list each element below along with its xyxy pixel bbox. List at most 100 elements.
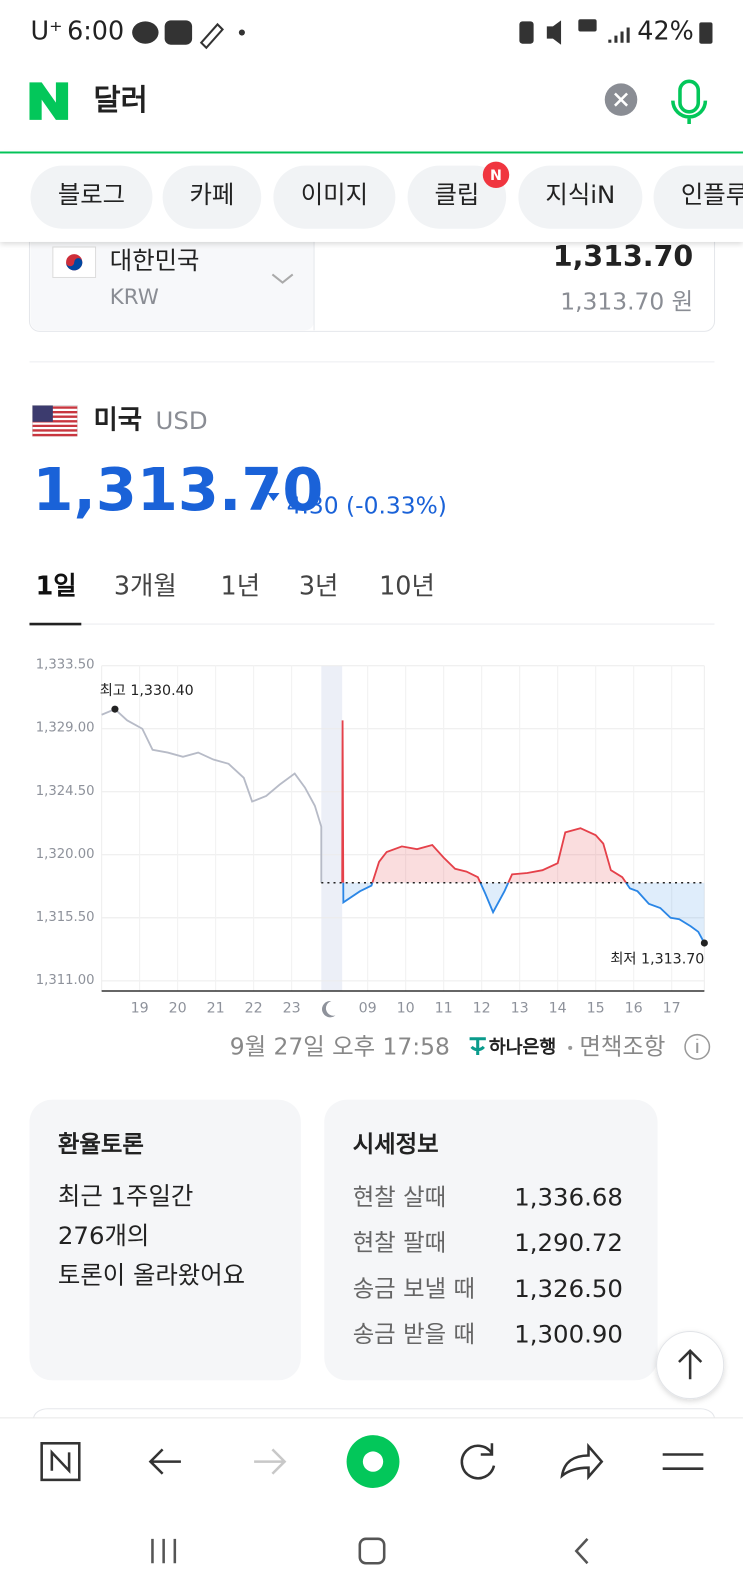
- quote-label: 송금 보낼 때: [353, 1274, 475, 1302]
- discussion-line: 토론이 올라왔어요: [58, 1261, 245, 1290]
- closed-market-band: [321, 665, 343, 991]
- tab-pill[interactable]: [407, 165, 507, 229]
- period-tab[interactable]: 3년: [299, 570, 339, 600]
- home-button[interactable]: [40, 1442, 81, 1482]
- share-button[interactable]: [560, 1442, 604, 1481]
- x-tick-label: 14: [549, 1000, 567, 1016]
- chevron: [271, 273, 294, 284]
- tab-pill[interactable]: [653, 165, 743, 229]
- tab-pill[interactable]: [273, 165, 396, 229]
- clear-button[interactable]: [604, 83, 638, 116]
- y-tick-label: 1,320.00: [36, 847, 95, 862]
- selector-bg[interactable]: [30, 230, 315, 331]
- y-tick-label: 1,324.50: [36, 784, 95, 799]
- tab-pill[interactable]: [518, 165, 643, 229]
- rate: 1,313.70: [33, 455, 324, 524]
- tab-label[interactable]: 블로그: [58, 180, 125, 209]
- discussion-line: 276개의: [58, 1221, 149, 1250]
- period-tab[interactable]: 1년: [221, 570, 261, 600]
- max-dot: [111, 705, 119, 713]
- tab-pill[interactable]: [162, 165, 262, 229]
- line-below: [341, 882, 706, 944]
- tab-label[interactable]: 지식iN: [545, 180, 615, 209]
- clock: 6:00: [67, 16, 124, 46]
- x-tick-label: 11: [435, 1000, 453, 1016]
- quotes-card[interactable]: [324, 1099, 658, 1381]
- area-below: [342, 882, 705, 944]
- x-tick-label: 10: [397, 1000, 415, 1016]
- discussion-title: 환율토론: [58, 1130, 144, 1158]
- chart: 1,311.00 1,315.50 1,320.00 1,324.50 1,329.00…: [36, 658, 708, 1016]
- x-tick-label: 16: [625, 1000, 643, 1016]
- x-tick-label: 23: [283, 1000, 301, 1016]
- period-tab[interactable]: 3개월: [114, 570, 177, 600]
- quote-value: 1,326.50: [514, 1274, 623, 1303]
- min-dot: [700, 939, 708, 947]
- forward-button[interactable]: [254, 1448, 287, 1475]
- area-above: [342, 720, 627, 883]
- x-tick-label: 17: [663, 1000, 681, 1016]
- source-time: 9월 27일 오후 17:58: [230, 1032, 450, 1060]
- discussion-line: 최근 1주일간: [58, 1181, 193, 1210]
- x-tick-label: 20: [169, 1000, 187, 1016]
- voice-button[interactable]: [671, 79, 708, 125]
- y-tick-label: 1,315.50: [36, 910, 95, 925]
- discussion-card[interactable]: [29, 1099, 301, 1381]
- bank: 하나은행: [489, 1037, 556, 1058]
- bank-logo: [469, 1037, 486, 1056]
- recents-button[interactable]: [151, 1538, 177, 1564]
- quotes-title: 시세정보: [353, 1130, 439, 1158]
- max-label: 최고 1,330.40: [100, 682, 194, 699]
- y-tick-label: 1,333.50: [36, 658, 95, 673]
- period-tab[interactable]: 1일: [36, 570, 77, 600]
- period-tab[interactable]: 10년: [379, 570, 435, 600]
- info-icon[interactable]: [684, 1033, 711, 1060]
- x-tick-label: 13: [511, 1000, 529, 1016]
- menu-button[interactable]: [662, 1453, 704, 1470]
- disclaimer[interactable]: 면책조항: [579, 1032, 665, 1060]
- quote-value: 1,336.68: [514, 1182, 623, 1211]
- night-icon: [322, 1001, 336, 1018]
- tab-pill[interactable]: [30, 165, 153, 229]
- x-tick-label: 15: [587, 1000, 605, 1016]
- kr-flag: [52, 246, 97, 278]
- naver-logo[interactable]: [29, 82, 69, 120]
- back-button[interactable]: [148, 1448, 181, 1475]
- tab-label[interactable]: 카페: [189, 180, 234, 209]
- home-system-button[interactable]: [358, 1537, 386, 1565]
- tab-badge-label: N: [490, 168, 502, 184]
- line: [101, 708, 323, 883]
- x-tick-label: 09: [359, 1000, 377, 1016]
- us-flag: [32, 405, 78, 437]
- period-tabs: 1일 3개월 1년 3년 10년: [36, 570, 435, 600]
- x-tick-label: 22: [245, 1000, 263, 1016]
- battery: 42%: [637, 16, 693, 46]
- min-label: 최저 1,313.70: [610, 950, 704, 967]
- currency-code: USD: [156, 406, 208, 435]
- green-dot-button[interactable]: [346, 1435, 400, 1489]
- tab-label[interactable]: 인플루: [681, 180, 743, 209]
- quote-value: 1,290.72: [514, 1228, 623, 1257]
- header-bg: [0, 0, 743, 153]
- x-tick-label: 19: [131, 1000, 149, 1016]
- reload-button[interactable]: [460, 1443, 496, 1480]
- tab-label[interactable]: 이미지: [301, 180, 368, 209]
- system-nav: [151, 1537, 589, 1565]
- converter-card: 대한민국 KRW 1,313.70 1,313.70 원: [28, 229, 716, 332]
- carrier: U⁺: [30, 16, 62, 46]
- back-system-button[interactable]: [574, 1537, 589, 1565]
- scroll-top-button[interactable]: [656, 1330, 725, 1400]
- x-tick-label: 21: [207, 1000, 225, 1016]
- y-tick-label: 1,329.00: [36, 721, 95, 736]
- currency-country: 미국: [94, 404, 143, 435]
- down-arrow: [267, 492, 280, 502]
- status-icons: [132, 19, 713, 50]
- tab-label[interactable]: 클립: [434, 180, 479, 209]
- search-query[interactable]: 달러: [94, 83, 148, 117]
- amount: 1,313.70: [553, 240, 693, 273]
- change: 4.30 (-0.33%): [287, 492, 447, 520]
